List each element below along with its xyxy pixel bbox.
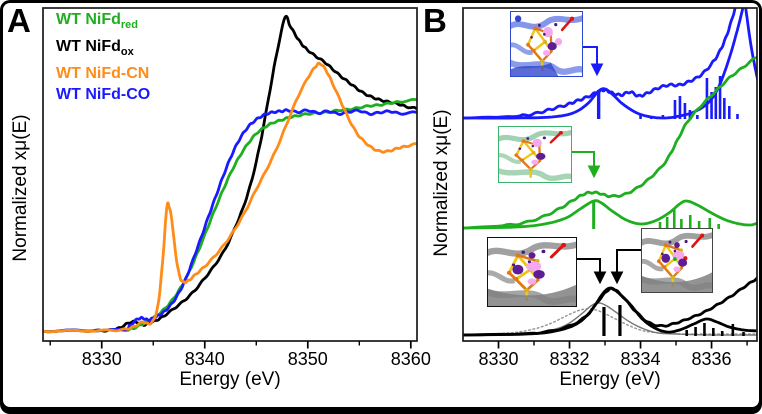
curve-wt-nifd-co-experiment <box>463 8 737 120</box>
panel-a-axes: 8330 8340 8350 8360 <box>42 7 431 369</box>
x-tick-label: 8330 <box>478 349 518 369</box>
x-tick-label: 8330 <box>82 349 122 369</box>
inset-molecule-nifd-ox-1 <box>487 237 577 307</box>
ox-transition-arrow-2 <box>610 249 641 285</box>
legend-label-subscript: ox <box>120 46 134 59</box>
legend-item-wt-nifd-red: WT NiFdred <box>56 9 150 36</box>
ox-transition-arrow-1 <box>577 258 607 285</box>
legend-item-wt-nifd-cn: WT NiFd-CN <box>56 63 150 84</box>
legend-label: WT NiFd <box>56 11 121 28</box>
group-wt-nifd-co <box>463 8 757 120</box>
molecular-structure-art <box>499 129 571 182</box>
panel-b-letter: B <box>423 2 447 39</box>
inset-molecule-nifd-ox-2 <box>641 228 713 293</box>
legend-label: WT NiFd-CO <box>56 86 151 104</box>
molecular-structure-art <box>642 232 712 292</box>
trace-wt-nifd-co <box>43 108 417 334</box>
legend-item-wt-nifd-co: WT NiFd-CO <box>56 84 150 105</box>
panel-b-traces <box>463 8 757 337</box>
inset-molecule-nifd-co <box>510 11 583 77</box>
panel-b-xlabel: Energy (eV) <box>559 369 661 390</box>
curve-wt-nifd-red-calculated-fit <box>463 199 757 230</box>
inset-molecule-nifd-red <box>498 126 572 183</box>
legend-item-wt-nifd-ox: WT NiFdox <box>56 36 150 63</box>
red-transition-arrow <box>572 151 601 179</box>
x-tick-label: 8340 <box>185 349 225 369</box>
panel-a-xlabel: Energy (eV) <box>179 369 281 390</box>
figure-canvas <box>3 3 759 407</box>
panel-a-ylabel: Normalized xμ(E) <box>10 114 31 262</box>
trace-wt-nifd-cn <box>43 61 417 334</box>
group-wt-nifd-red <box>463 55 757 230</box>
curve-wt-nifd-ox-experiment <box>463 276 757 337</box>
co-transition-arrow <box>583 46 604 77</box>
panel-a-letter: A <box>7 2 31 39</box>
x-tick-label: 8350 <box>288 349 328 369</box>
trace-wt-nifd-red <box>43 98 417 334</box>
legend: WT NiFdred WT NiFdox WT NiFd-CN WT NiFd-CO <box>56 9 150 105</box>
legend-label: WT NiFd-CN <box>56 65 150 83</box>
panel-b-axes: 8330 8332 8334 8336 <box>462 7 758 369</box>
x-tick-label: 8336 <box>692 349 732 369</box>
legend-label: WT NiFd <box>56 38 121 56</box>
panel-a-traces <box>43 14 417 334</box>
x-tick-label: 8360 <box>391 349 431 369</box>
annotation-arrows <box>572 46 641 285</box>
molecular-structure-art <box>488 241 576 306</box>
x-tick-label: 8332 <box>549 349 589 369</box>
group-wt-nifd-ox <box>463 276 757 337</box>
curve-wt-nifd-co-descending-branch <box>744 8 757 82</box>
molecular-structure-art <box>511 15 582 76</box>
x-tick-label: 8334 <box>621 349 661 369</box>
panel-b-ylabel: Normalized xμ(E) <box>431 109 452 257</box>
curve-wt-nifd-red-experiment <box>463 55 757 230</box>
legend-label-subscript: red <box>120 19 138 32</box>
